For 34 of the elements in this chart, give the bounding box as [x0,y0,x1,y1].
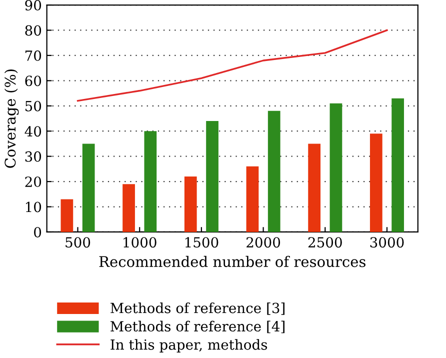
bar [392,98,404,232]
y-tick-label: 30 [25,151,42,162]
x-tick-label: 2500 [308,237,342,248]
y-tick-label: 10 [26,202,42,212]
legend-label: In this paper, methods [110,339,268,353]
x-tick-label: 1500 [185,237,218,248]
bar [122,184,135,232]
legend-label: Methods of reference [3] [110,302,284,315]
line-series [76,29,388,102]
y-tick-label: 70 [25,50,42,61]
bar [206,121,218,232]
bar [82,144,95,232]
x-tick-label: 3000 [370,237,404,248]
y-axis-title: Coverage (%) [4,69,19,168]
y-tick-label: 90 [25,0,42,10]
y-tick-label: 20 [25,176,42,188]
x-axis-title: Recommended number of resources [99,256,366,268]
y-tick-label: 40 [24,126,42,137]
bar [370,134,382,232]
bar [184,176,197,232]
bar [330,103,342,232]
bar [246,166,259,232]
x-tick-label: 500 [66,237,90,248]
x-tick-label: 1000 [124,237,156,248]
bar [60,199,74,232]
bar [144,131,157,232]
y-tick-label: 50 [25,100,42,112]
bar [308,144,320,232]
bar [268,110,280,232]
y-tick-label: 0 [34,226,42,238]
legend-label: Methods of reference [4] [110,320,284,334]
y-tick-label: 80 [25,25,42,36]
y-tick-label: 60 [25,76,42,86]
x-tick-label: 2000 [246,237,280,248]
